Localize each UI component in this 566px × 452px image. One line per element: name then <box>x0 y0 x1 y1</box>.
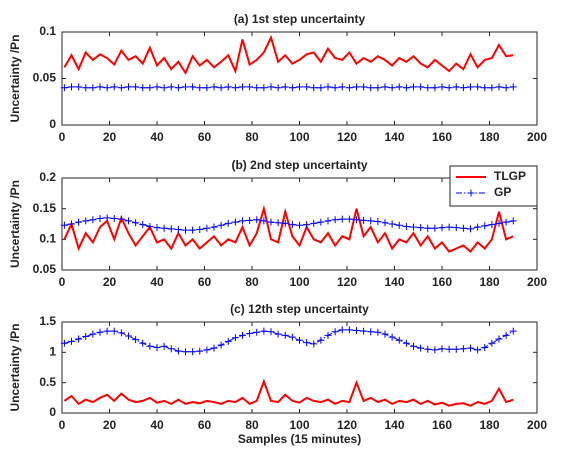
x-tick-label: 100 <box>289 275 309 289</box>
y-tick-label: 0 <box>49 117 56 131</box>
x-tick-label: 200 <box>527 275 547 289</box>
chart-title: (c) 12th step uncertainty <box>230 302 369 316</box>
x-tick-label: 100 <box>289 418 309 432</box>
axes-frame <box>61 321 538 414</box>
x-tick-label: 180 <box>479 275 499 289</box>
x-tick-label: 80 <box>245 130 259 144</box>
x-tick-label: 140 <box>384 418 404 432</box>
y-tick-label: 0.15 <box>33 201 57 215</box>
x-tick-label: 160 <box>432 275 452 289</box>
x-tick-label: 60 <box>198 130 212 144</box>
legend-label: TLGP <box>494 169 526 183</box>
y-tick-label: 0.5 <box>39 375 56 389</box>
x-tick-label: 100 <box>289 130 309 144</box>
y-tick-label: 1 <box>49 345 56 359</box>
series-line <box>60 326 517 356</box>
x-tick-label: 0 <box>59 130 66 144</box>
series-line <box>63 204 514 254</box>
x-tick-label: 120 <box>337 418 357 432</box>
x-tick-label: 160 <box>432 130 452 144</box>
x-tick-label: 60 <box>198 418 212 432</box>
y-tick-label: 0.2 <box>39 170 56 184</box>
y-axis-label: Uncertainty /Pn <box>8 180 22 268</box>
x-tick-label: 0 <box>59 275 66 289</box>
legend-label: GP <box>494 185 511 199</box>
series-line <box>60 83 517 92</box>
x-tick-label: 120 <box>337 130 357 144</box>
x-tick-label: 20 <box>103 418 117 432</box>
chart-title: (b) 2nd step uncertainty <box>231 158 367 172</box>
y-tick-label: 0.05 <box>33 71 57 85</box>
x-tick-label: 180 <box>479 418 499 432</box>
series-line <box>60 214 517 234</box>
y-tick-label: 0.1 <box>39 232 56 246</box>
x-tick-label: 40 <box>150 418 164 432</box>
x-tick-label: 200 <box>527 418 547 432</box>
series-line <box>63 34 514 76</box>
y-axis-label: Uncertainty /Pn <box>8 323 22 411</box>
legend-marker <box>467 189 475 197</box>
chart-title: (a) 1st step uncertainty <box>234 12 366 26</box>
x-tick-label: 20 <box>103 130 117 144</box>
y-tick-label: 0 <box>49 405 56 419</box>
x-axis-label: Samples (15 minutes) <box>238 432 361 446</box>
y-tick-label: 1.5 <box>39 314 56 328</box>
y-tick-label: 0.1 <box>39 24 56 38</box>
x-tick-label: 200 <box>527 130 547 144</box>
x-tick-label: 180 <box>479 130 499 144</box>
x-tick-label: 140 <box>384 130 404 144</box>
x-tick-label: 120 <box>337 275 357 289</box>
x-tick-label: 0 <box>59 418 66 432</box>
x-tick-label: 40 <box>150 275 164 289</box>
x-tick-label: 60 <box>198 275 212 289</box>
x-tick-label: 40 <box>150 130 164 144</box>
y-tick-label: 0.05 <box>33 262 57 276</box>
x-tick-label: 160 <box>432 418 452 432</box>
y-axis-label: Uncertainty /Pn <box>8 34 22 122</box>
legend-box <box>449 165 538 207</box>
x-tick-label: 140 <box>384 275 404 289</box>
series-line <box>63 378 514 407</box>
axes-frame <box>61 31 538 126</box>
x-tick-label: 20 <box>103 275 117 289</box>
x-tick-label: 80 <box>245 418 259 432</box>
x-tick-label: 80 <box>245 275 259 289</box>
